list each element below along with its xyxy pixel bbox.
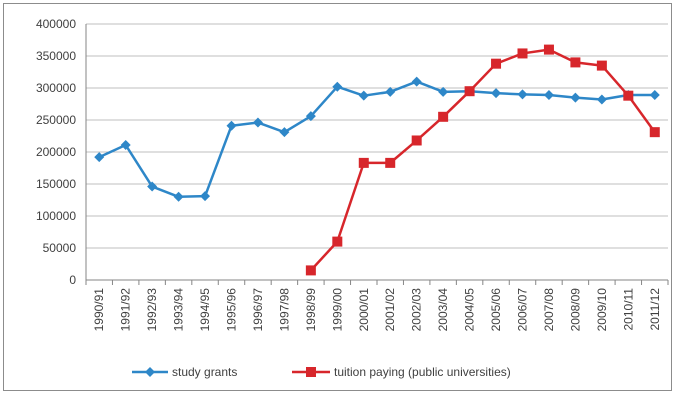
x-tick-label: 1997/98 bbox=[277, 288, 291, 332]
data-point bbox=[252, 117, 263, 128]
data-point bbox=[491, 58, 502, 69]
x-tick-label: 1995/96 bbox=[225, 288, 239, 332]
gridlines bbox=[86, 23, 668, 249]
x-tick-label: 1999/00 bbox=[330, 288, 344, 332]
chart-frame bbox=[3, 3, 672, 391]
x-tick-label: 1996/97 bbox=[251, 288, 265, 332]
data-point bbox=[623, 90, 634, 101]
data-point bbox=[358, 157, 369, 168]
data-point bbox=[120, 139, 131, 150]
y-tick-label: 150000 bbox=[36, 177, 76, 191]
legend-item: study grants bbox=[132, 365, 237, 379]
y-tick-label: 350000 bbox=[36, 49, 76, 63]
x-tick-label: 1993/94 bbox=[172, 288, 186, 332]
data-point bbox=[596, 94, 607, 105]
data-point bbox=[438, 111, 449, 122]
series bbox=[94, 44, 660, 276]
data-point bbox=[543, 44, 554, 55]
data-point bbox=[305, 111, 316, 122]
x-tick-label: 2000/01 bbox=[357, 288, 371, 332]
data-point bbox=[385, 86, 396, 97]
x-tick-label: 1990/91 bbox=[92, 288, 106, 332]
data-point bbox=[438, 86, 449, 97]
legend-label: tuition paying (public universities) bbox=[334, 365, 511, 379]
x-tick-label: 2011/12 bbox=[648, 288, 662, 331]
x-tick-label: 2006/07 bbox=[516, 288, 530, 332]
axes bbox=[85, 24, 669, 285]
data-point bbox=[411, 135, 422, 146]
x-tick-label: 1998/99 bbox=[304, 288, 318, 332]
y-tick-labels: 0 50000 100000 150000 200000 250000 300000 3500… bbox=[36, 17, 76, 287]
y-tick-label: 200000 bbox=[36, 145, 76, 159]
data-point bbox=[305, 265, 316, 276]
data-point bbox=[147, 181, 158, 192]
y-tick-label: 400000 bbox=[36, 17, 76, 31]
x-tick-label: 2008/09 bbox=[568, 288, 582, 332]
x-tick-label: 1994/95 bbox=[198, 288, 212, 332]
data-point bbox=[332, 236, 343, 247]
data-point bbox=[649, 127, 660, 138]
series-line bbox=[98, 80, 655, 199]
legend: study grants tuition paying (public unive… bbox=[132, 365, 511, 379]
data-point bbox=[279, 127, 290, 138]
data-point bbox=[385, 157, 396, 168]
x-tick-label: 2003/04 bbox=[436, 288, 450, 332]
x-tick-label: 1992/93 bbox=[145, 288, 159, 332]
data-point bbox=[596, 60, 607, 71]
data-point bbox=[649, 90, 660, 101]
y-tick-label: 250000 bbox=[36, 113, 76, 127]
series-study-grants bbox=[94, 76, 660, 202]
y-tick-label: 100000 bbox=[36, 209, 76, 223]
data-point bbox=[517, 48, 528, 59]
x-tick-label: 2005/06 bbox=[489, 288, 503, 332]
legend-label: study grants bbox=[172, 365, 237, 379]
x-tick-label: 2002/03 bbox=[410, 288, 424, 332]
data-point bbox=[200, 191, 211, 202]
data-point bbox=[570, 57, 581, 68]
x-tick-label: 2001/02 bbox=[383, 288, 397, 332]
data-point bbox=[173, 191, 184, 202]
y-tick-label: 0 bbox=[69, 273, 76, 287]
legend-item: tuition paying (public universities) bbox=[292, 365, 511, 379]
legend-marker bbox=[145, 367, 155, 377]
data-point bbox=[226, 120, 237, 131]
x-tick-label: 1991/92 bbox=[119, 288, 133, 332]
data-point bbox=[517, 89, 528, 100]
data-point bbox=[570, 92, 581, 103]
data-point bbox=[491, 88, 502, 99]
x-tick-label: 2009/10 bbox=[595, 288, 609, 332]
x-tick-label: 2010/11 bbox=[621, 288, 635, 331]
data-point bbox=[358, 90, 369, 101]
data-point bbox=[332, 81, 343, 92]
x-tick-label: 2004/05 bbox=[463, 288, 477, 332]
y-tick-label: 50000 bbox=[43, 241, 77, 255]
data-point bbox=[94, 152, 105, 163]
legend-marker bbox=[306, 367, 316, 377]
data-point bbox=[411, 76, 422, 87]
series-tuition-paying bbox=[305, 44, 660, 276]
y-tick-label: 300000 bbox=[36, 81, 76, 95]
x-tick-label: 2007/08 bbox=[542, 288, 556, 332]
data-point bbox=[543, 90, 554, 101]
x-tick-labels: 1990/91 1991/92 1992/93 1993/94 1994/95 1995/… bbox=[92, 288, 662, 332]
data-point bbox=[464, 86, 475, 97]
